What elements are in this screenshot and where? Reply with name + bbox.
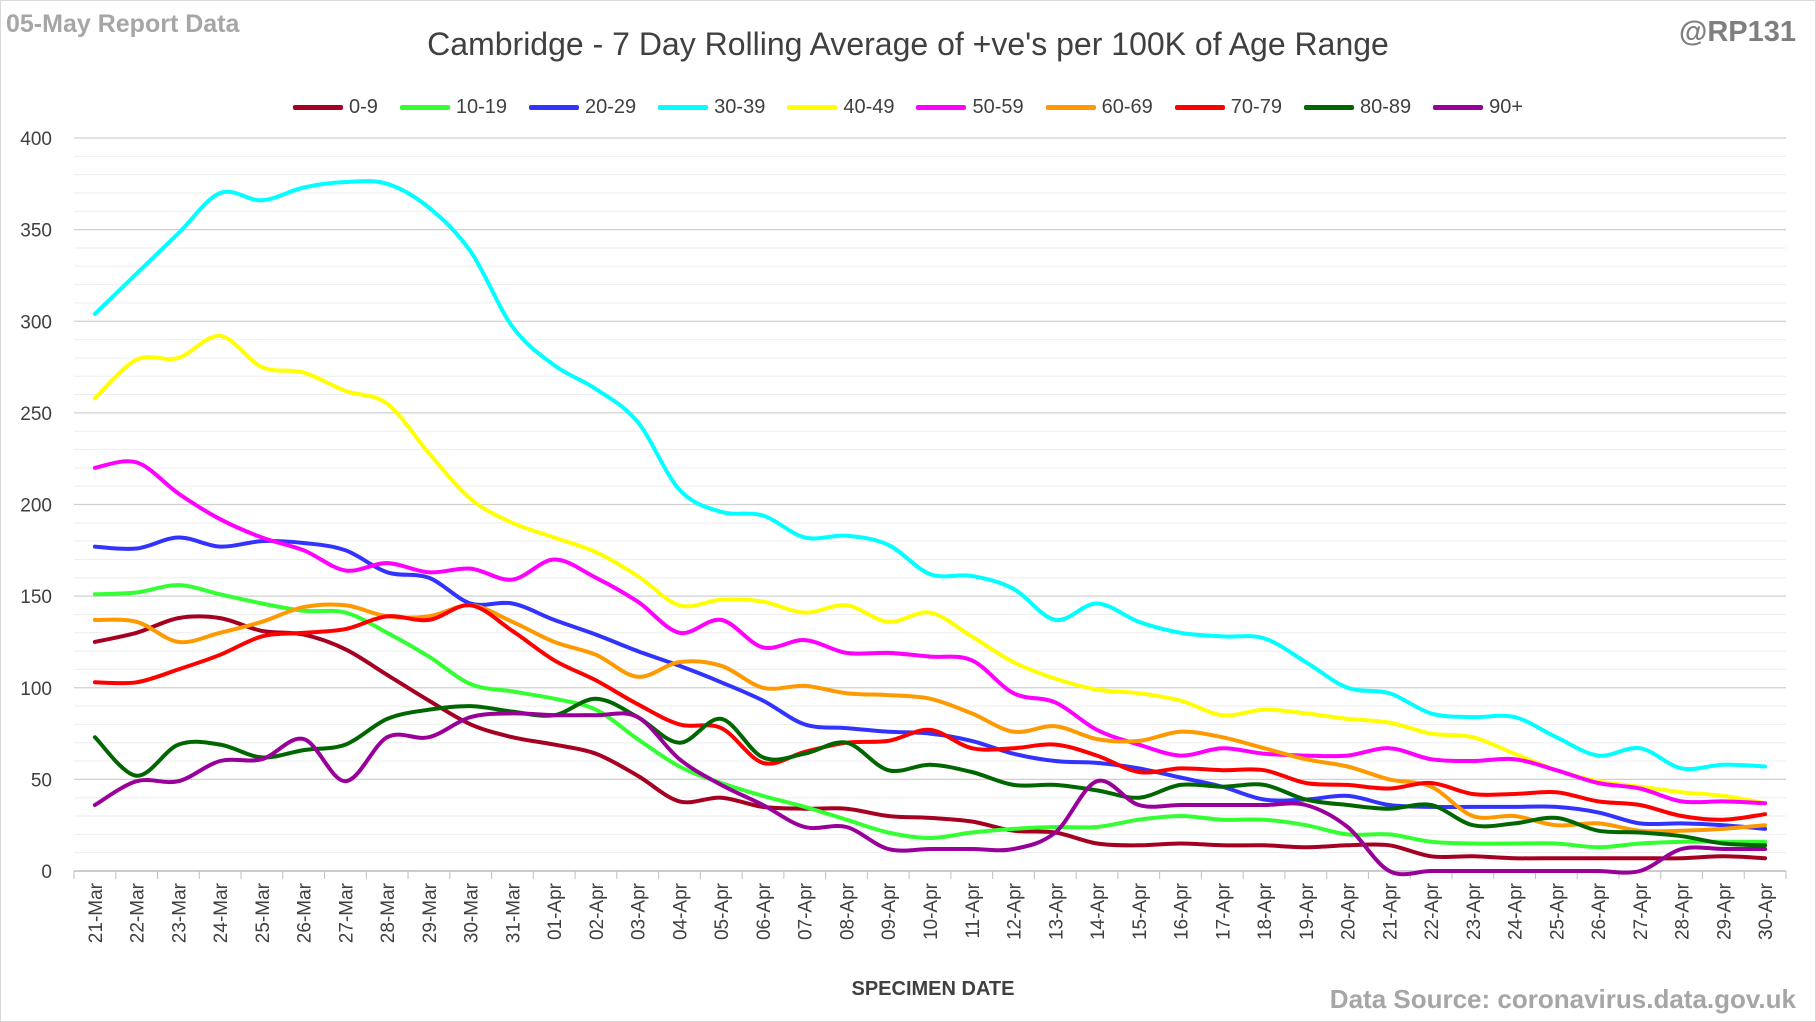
legend-swatch [1174, 105, 1225, 110]
x-axis-label: SPECIMEN DATE [851, 978, 1015, 1000]
x-tick-label: 24-Mar [211, 882, 232, 943]
legend-item: 80-89 [1303, 96, 1412, 119]
legend-item: 60-69 [1045, 96, 1153, 119]
x-tick-label: 16-Apr [1172, 882, 1193, 940]
x-tick-label: 18-Apr [1255, 882, 1276, 940]
series-line-10-19 [92, 583, 1768, 850]
x-tick-label: 29-Mar [420, 882, 441, 943]
legend-swatch [1303, 105, 1354, 110]
series-line-80-89 [92, 696, 1768, 848]
x-tick-label: 31-Mar [503, 882, 524, 943]
series-line-70-79 [92, 603, 1768, 822]
x-tick-label: 20-Apr [1339, 882, 1360, 940]
x-tick-label: 15-Apr [1130, 882, 1151, 940]
legend-item: 90+ [1433, 96, 1523, 119]
series-line-20-29 [92, 535, 1768, 831]
y-tick-label: 250 [20, 404, 52, 425]
x-tick-label: 22-Apr [1422, 882, 1443, 940]
x-tick-label: 30-Mar [462, 882, 483, 943]
x-tick-label: 01-Apr [545, 882, 566, 940]
x-tick-label: 23-Apr [1464, 882, 1485, 940]
legend-label: 0-9 [348, 96, 378, 118]
x-tick-label: 30-Apr [1756, 882, 1777, 940]
x-tick-label: 25-Apr [1547, 882, 1568, 940]
x-tick-label: 03-Apr [629, 882, 650, 940]
x-tick-label: 12-Apr [1005, 882, 1026, 940]
legend-label: 90+ [1489, 96, 1524, 118]
x-tick-label: 22-Mar [128, 882, 149, 943]
x-tick-label: 09-Apr [879, 882, 900, 940]
series-line-40-49 [92, 333, 1768, 806]
chart-legend: 0-9 10-19 20-29 30-39 40-49 50-59 60-69 70-79 80… [0, 96, 1816, 119]
legend-swatch [1045, 105, 1096, 110]
legend-swatch [529, 105, 580, 110]
x-tick-label: 26-Apr [1589, 882, 1610, 940]
legend-swatch [787, 105, 838, 110]
legend-swatch [292, 105, 343, 110]
series-line-0-9 [92, 614, 1768, 861]
legend-swatch [916, 105, 967, 110]
legend-label: 50-59 [972, 96, 1024, 118]
legend-label: 40-49 [843, 96, 895, 118]
series-line-90+ [92, 711, 1768, 877]
legend-label: 20-29 [585, 96, 637, 118]
y-tick-label: 300 [20, 312, 52, 333]
series-line-60-69 [92, 602, 1768, 834]
legend-label: 60-69 [1101, 96, 1153, 118]
data-source: Data Source: coronavirus.data.gov.uk [1329, 984, 1796, 1014]
chart-title: Cambridge - 7 Day Rolling Average of +ve… [427, 26, 1389, 62]
legend-item: 30-39 [658, 96, 765, 119]
x-tick-label: 23-Mar [169, 882, 190, 943]
x-tick-label: 21-Apr [1380, 882, 1401, 940]
x-tick-label: 11-Apr [963, 882, 984, 938]
report-date-label: 05-May Report Data [6, 10, 240, 38]
author-handle: @RP131 [1679, 16, 1796, 48]
x-tick-label: 17-Apr [1213, 882, 1234, 940]
x-tick-label: 25-Mar [253, 882, 274, 943]
x-tick-label: 21-Mar [86, 882, 107, 943]
x-tick-label: 06-Apr [754, 882, 775, 940]
legend-label: 30-39 [714, 96, 766, 118]
x-tick-label: 28-Mar [378, 882, 399, 943]
x-tick-label: 04-Apr [670, 882, 691, 940]
y-tick-label: 400 [20, 129, 52, 150]
legend-label: 70-79 [1230, 96, 1282, 118]
x-tick-label: 13-Apr [1046, 882, 1067, 940]
x-tick-label: 14-Apr [1088, 882, 1109, 940]
legend-swatch [1433, 105, 1484, 110]
x-tick-label: 29-Apr [1714, 882, 1735, 940]
y-tick-label: 100 [20, 679, 52, 700]
y-tick-label: 350 [20, 221, 52, 242]
legend-item: 20-29 [529, 96, 636, 119]
legend-label: 80-89 [1359, 96, 1412, 118]
y-tick-label: 200 [20, 496, 52, 517]
legend-item: 0-9 [292, 96, 378, 119]
y-tick-label: 0 [41, 862, 52, 883]
legend-swatch [399, 105, 450, 110]
x-tick-label: 27-Apr [1631, 882, 1652, 940]
x-tick-label: 28-Apr [1673, 882, 1694, 940]
x-tick-label: 02-Apr [587, 882, 608, 940]
x-tick-label: 08-Apr [837, 882, 858, 940]
legend-item: 70-79 [1174, 96, 1282, 119]
legend-swatch [658, 105, 709, 110]
series-line-30-39 [92, 179, 1768, 772]
y-tick-label: 150 [20, 587, 52, 608]
x-tick-label: 24-Apr [1506, 882, 1527, 940]
y-tick-label: 50 [31, 770, 52, 791]
x-tick-label: 05-Apr [712, 882, 733, 940]
series-line-50-59 [92, 459, 1768, 806]
legend-item: 40-49 [787, 96, 894, 119]
legend-item: 50-59 [916, 96, 1024, 119]
x-tick-label: 10-Apr [921, 882, 942, 940]
legend-label: 10-19 [455, 96, 508, 118]
x-tick-label: 26-Mar [295, 882, 316, 943]
x-tick-label: 07-Apr [796, 882, 817, 940]
legend-item: 10-19 [399, 96, 508, 119]
x-tick-label: 19-Apr [1297, 882, 1318, 940]
x-tick-label: 27-Mar [336, 882, 357, 943]
